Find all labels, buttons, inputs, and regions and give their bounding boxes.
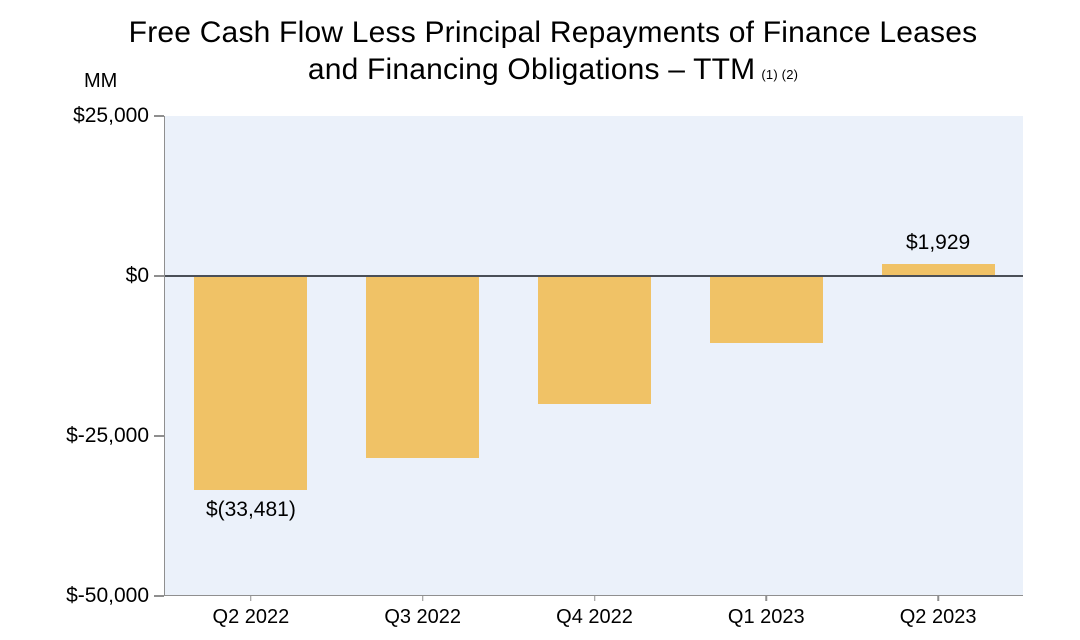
x-tick-label: Q2 2023 [899, 606, 977, 628]
y-tick-label: $0 [125, 264, 149, 287]
x-tick-mark [250, 595, 252, 601]
footnote-markers: (1) (2) [761, 67, 799, 82]
zero-line [165, 275, 1023, 277]
y-tick-label: $-25,000 [66, 424, 149, 447]
chart-title-line2: and Financing Obligations – TTM (1) (2) [307, 53, 799, 86]
x-tick-label: Q2 2022 [212, 606, 290, 628]
y-tick-mark [154, 275, 164, 277]
x-tick-label: Q1 2023 [727, 606, 805, 628]
y-tick-mark [154, 435, 164, 437]
plot-area: $25,000 $0 $-25,000 $-50,000 $(33,481) Q2 202… [66, 104, 1023, 628]
x-tick-mark [765, 595, 768, 601]
x-tick-label: Q4 2022 [556, 606, 633, 628]
x-tick-mark [421, 595, 424, 601]
y-tick-mark [154, 115, 164, 117]
x-tick-label: Q3 2022 [384, 606, 462, 628]
chart-title-line1: Free Cash Flow Less Principal Repayments… [128, 16, 978, 49]
bar-value-label: $(33,481) [205, 498, 296, 522]
bar-q2-2023 [881, 263, 995, 276]
x-tick-mark [937, 595, 939, 601]
y-tick-mark [154, 595, 164, 597]
bar-q1-2023 [709, 276, 823, 344]
bar-value-label: $1,929 [905, 230, 971, 254]
y-axis-unit-label: MM [84, 70, 118, 92]
x-tick-mark [593, 595, 596, 601]
y-tick-label: $-50,000 [66, 584, 149, 607]
chart-title: Free Cash Flow Less Principal Repayments… [0, 14, 1080, 93]
y-tick-label: $25,000 [73, 104, 149, 127]
bar-q2-2022 [194, 276, 308, 491]
bar-q4-2022 [538, 276, 651, 404]
bar-q3-2022 [366, 276, 480, 459]
